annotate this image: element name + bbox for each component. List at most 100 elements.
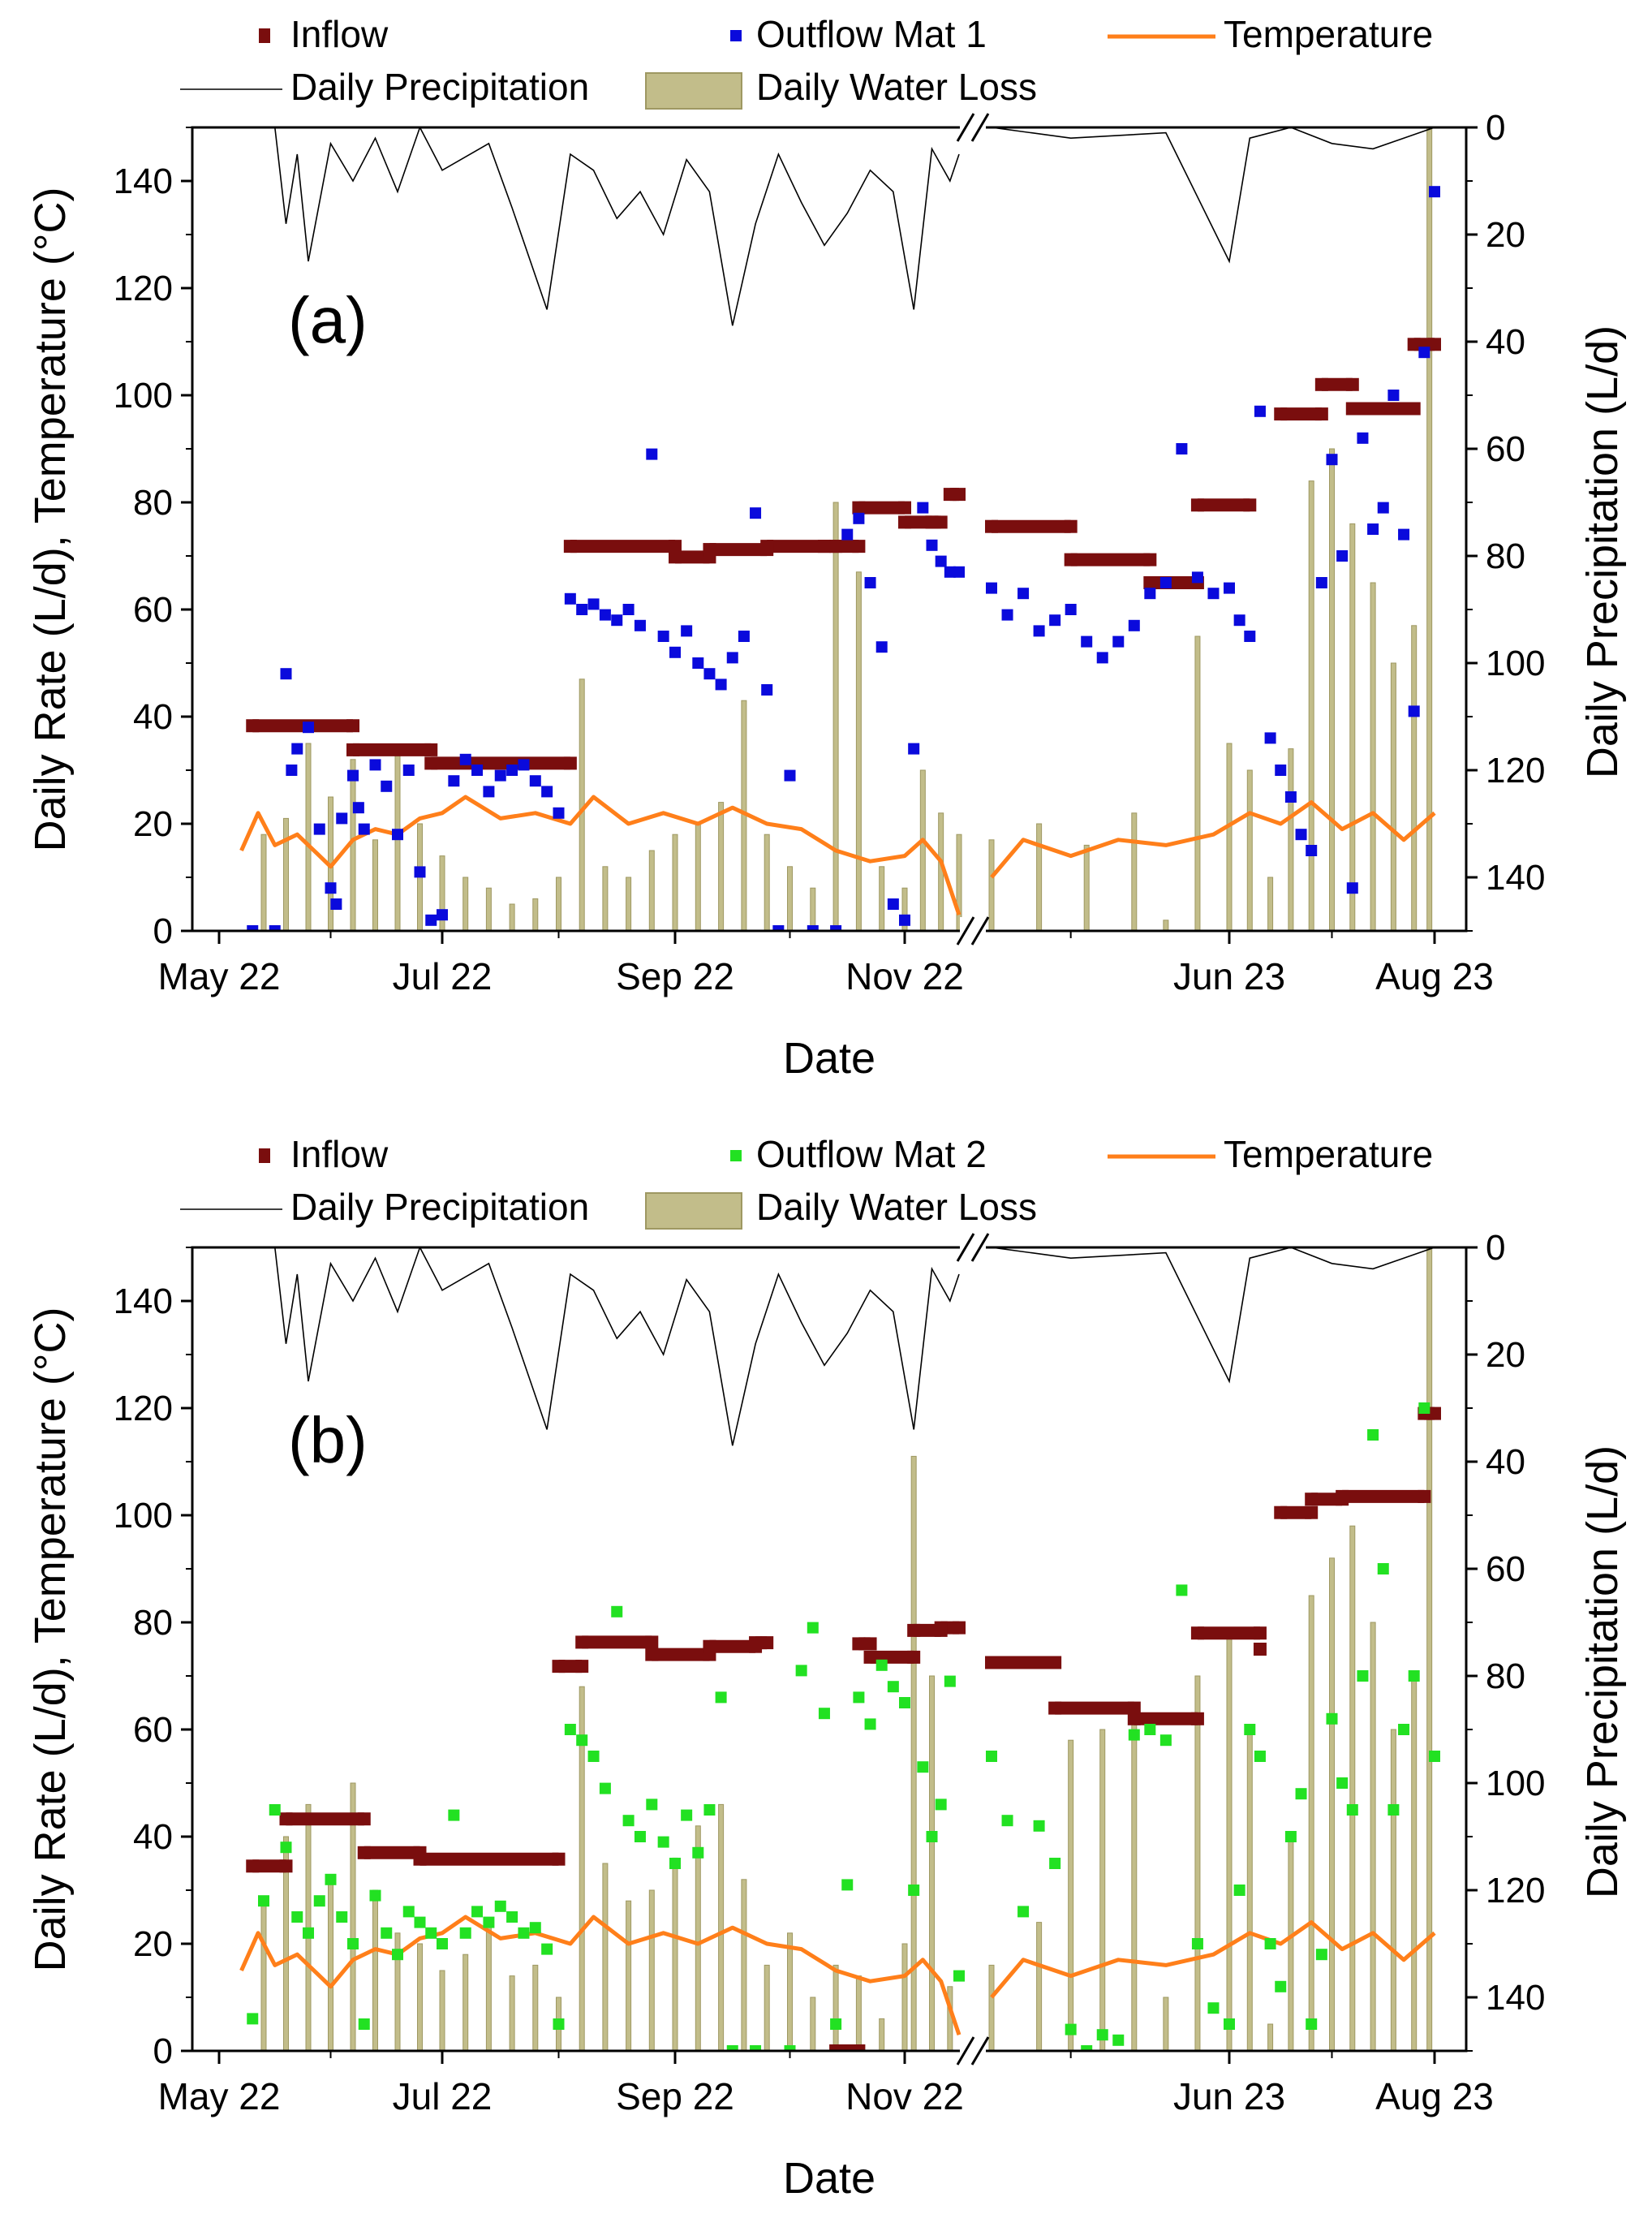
- x-tick-label: Jun 23: [1173, 2075, 1285, 2117]
- inflow-point: [760, 1636, 774, 1650]
- water-loss-bar: [532, 898, 539, 931]
- outflow-point: [634, 619, 646, 631]
- inflow-point: [1064, 519, 1078, 533]
- water-loss-bar: [1267, 877, 1274, 931]
- water-loss-bar: [672, 1857, 678, 2051]
- outflow-point: [841, 1879, 854, 1891]
- outflow-point: [1096, 652, 1108, 664]
- legend-temperature-label: Temperature: [1224, 13, 1433, 55]
- inflow-point: [575, 1635, 589, 1649]
- water-loss-bar: [372, 1889, 378, 2051]
- inflow-point: [1428, 1406, 1441, 1420]
- water-loss-bar: [1370, 582, 1376, 931]
- water-loss-bar: [1036, 823, 1043, 931]
- outflow-point: [471, 765, 484, 776]
- outflow-point: [483, 786, 495, 798]
- water-loss-bar: [1226, 1632, 1233, 2051]
- water-loss-bar: [1246, 1729, 1253, 2051]
- outflow-point: [692, 1846, 704, 1859]
- outflow-point: [414, 1916, 426, 1928]
- water-loss-bar: [350, 759, 356, 931]
- outflow-point: [1408, 705, 1420, 717]
- outflow-point: [795, 1665, 807, 1677]
- inflow-point: [863, 1637, 877, 1651]
- outflow-point: [1144, 588, 1156, 600]
- outflow-point: [1429, 1751, 1440, 1762]
- y-right-tick-label: 140: [1486, 858, 1545, 898]
- outflow-point: [899, 1697, 910, 1708]
- outflow-point: [935, 1798, 947, 1811]
- axis-break-b: [956, 1233, 990, 2065]
- inflow-point: [246, 1859, 260, 1873]
- inflow-point: [346, 743, 359, 756]
- outflow-point: [772, 925, 785, 931]
- inflow-point: [563, 540, 577, 554]
- outflow-point: [402, 765, 415, 776]
- water-loss-bar: [509, 903, 515, 931]
- outflow-point: [1418, 1402, 1430, 1414]
- outflow-point: [887, 898, 899, 910]
- temperature-line: [990, 1920, 1436, 1999]
- outflow-point: [634, 1831, 646, 1842]
- water-loss-bar: [1411, 625, 1418, 931]
- y-right-tick-label: 100: [1486, 644, 1545, 683]
- inflow-point: [1190, 1626, 1204, 1640]
- outflow-point: [1306, 2018, 1318, 2030]
- outflow-point: [587, 598, 600, 610]
- outflow-point: [1398, 1724, 1410, 1735]
- outflow-point: [576, 1734, 588, 1747]
- outflow-point: [258, 1895, 269, 1907]
- water-loss-bar: [1194, 1675, 1201, 2051]
- inflow-point: [563, 756, 577, 770]
- water-loss-bar: [328, 1879, 333, 2051]
- outflow-point: [1284, 791, 1297, 803]
- water-loss-bar: [485, 1922, 492, 2051]
- outflow-point: [669, 1858, 681, 1869]
- inflow-point: [953, 488, 966, 502]
- y-right-tick-label: 140: [1486, 1978, 1545, 2018]
- inflow-point: [424, 743, 438, 756]
- water-loss-bar: [439, 1970, 445, 2051]
- outflow-point: [1001, 609, 1013, 621]
- outflow-point: [1357, 432, 1369, 444]
- inflow-point: [898, 515, 911, 529]
- outflow-point: [692, 657, 704, 669]
- outflow-point: [1049, 614, 1061, 627]
- outflow-point: [726, 652, 738, 664]
- inflow-point: [985, 1656, 998, 1669]
- outflow-point: [1159, 577, 1172, 588]
- outflow-point: [414, 866, 426, 878]
- water-loss-bar: [626, 877, 632, 931]
- legend-waterloss-label: Daily Water Loss: [756, 66, 1037, 108]
- inflow-point: [1305, 1493, 1319, 1506]
- inflow-point: [749, 1636, 763, 1650]
- y-right-tick-label: 80: [1486, 1656, 1525, 1696]
- water-loss-bar: [929, 1675, 935, 2051]
- outflow-point: [1306, 845, 1318, 856]
- outflow-point: [1191, 571, 1203, 584]
- outflow-point: [1346, 1804, 1358, 1816]
- inflow-point: [703, 1639, 716, 1653]
- water-loss-bar: [648, 1889, 655, 2051]
- outflow-point: [564, 592, 576, 605]
- outflow-point: [1112, 2034, 1125, 2046]
- water-loss-bar: [832, 502, 839, 931]
- legend-waterloss-swatch: [645, 1192, 742, 1230]
- y-tick-label: 60: [133, 1710, 173, 1750]
- y-axis-left-a: 0 20 40 60 80 100 120 140: [114, 127, 192, 951]
- water-loss-bar: [901, 1943, 908, 2051]
- water-loss-bar: [394, 753, 401, 931]
- water-loss-bar: [1267, 2023, 1274, 2051]
- water-loss-bar: [1349, 523, 1356, 931]
- plot-frame-b: [191, 1246, 1468, 2053]
- outflow-point: [529, 1922, 541, 1934]
- water-loss-bar: [1288, 1836, 1294, 2051]
- water-loss-bar: [350, 1782, 356, 2051]
- outflow-point: [425, 914, 437, 926]
- inflow-point: [953, 1621, 966, 1635]
- outflow-point: [726, 2045, 738, 2051]
- water-loss-bar: [1036, 1922, 1043, 2051]
- inflow-point: [246, 719, 260, 733]
- legend-inflow-swatch: [259, 1148, 270, 1163]
